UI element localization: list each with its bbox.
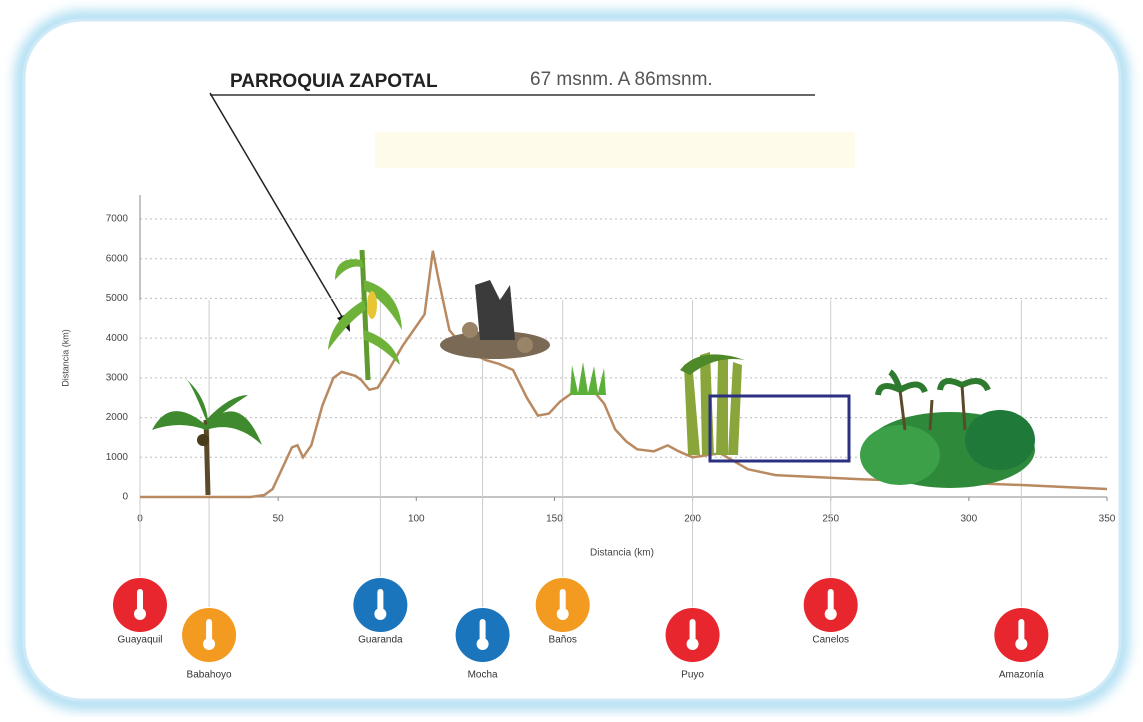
banana-plant [152, 378, 262, 496]
x-tick-label: 100 [408, 514, 425, 525]
x-tick-label: 350 [1099, 514, 1116, 525]
y-axis-label: Distancia (km) [60, 329, 70, 387]
grass-tuft [570, 362, 606, 395]
highlight-box [375, 132, 855, 168]
thermometer-stem [377, 589, 384, 611]
thermometer-bulb [374, 608, 387, 620]
thermometer-stem [559, 589, 566, 611]
thermometer-stem [689, 619, 696, 641]
y-tick-label: 0 [122, 492, 128, 503]
location-label: Baños [549, 635, 577, 646]
subtitle: 67 msnm. A 86msnm. [530, 69, 713, 90]
rainforest [860, 369, 1035, 488]
location-label: Canelos [812, 635, 849, 646]
thermometer-bulb [686, 638, 699, 650]
thermometer-bulb [476, 638, 489, 650]
y-tick-label: 4000 [106, 333, 129, 344]
location-label: Guayaquil [117, 635, 162, 646]
x-tick-label: 50 [273, 514, 285, 525]
frame [22, 18, 1122, 702]
y-tick-label: 6000 [106, 253, 129, 264]
y-tick-label: 2000 [106, 412, 129, 423]
x-tick-label: 150 [546, 514, 563, 525]
thermometer-bulb [1015, 638, 1028, 650]
sugarcane [680, 352, 745, 455]
thermometer-bulb [203, 638, 216, 650]
focus-rectangle [708, 394, 851, 463]
y-tick-label: 1000 [106, 452, 129, 463]
thermometer-stem [1018, 619, 1025, 641]
thermometer-stem [479, 619, 486, 641]
location-label: Amazonía [999, 670, 1044, 681]
thermometer-stem [827, 589, 834, 611]
location-label: Babahoyo [187, 670, 232, 681]
locations: Guayaquil Babahoyo Guaranda Mocha Baños Puyo C… [113, 578, 1049, 681]
y-tick-label: 3000 [106, 372, 129, 383]
paramo-rocks [440, 280, 550, 359]
location-label: Mocha [468, 670, 498, 681]
x-axis-label: Distancia (km) [590, 548, 654, 559]
location-label: Guaranda [358, 635, 403, 646]
x-tick-label: 300 [961, 514, 978, 525]
y-tick-label: 7000 [106, 214, 129, 225]
thermometer-bulb [556, 608, 569, 620]
thermometer-bulb [134, 608, 146, 620]
thermometer-stem [137, 589, 143, 611]
pointer-line [209, 92, 346, 323]
title: PARROQUIA ZAPOTAL [230, 71, 438, 92]
thermometer-bulb [824, 608, 837, 620]
y-tick-label: 5000 [106, 293, 129, 304]
frame-glow [15, 11, 1129, 710]
corn-plant [328, 249, 402, 381]
location-label: Puyo [681, 670, 704, 681]
thermometer-stem [206, 619, 213, 641]
